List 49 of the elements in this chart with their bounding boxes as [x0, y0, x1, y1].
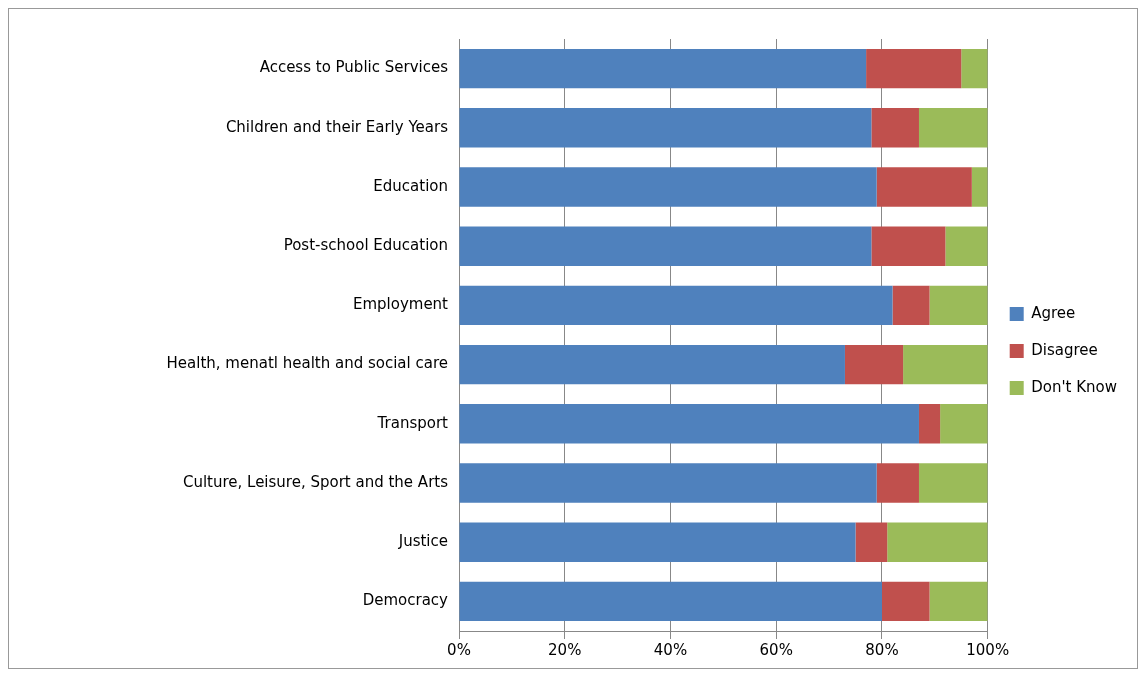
- bar: [459, 404, 919, 444]
- bar: [459, 285, 893, 326]
- y-tick-label: Justice: [397, 532, 448, 551]
- bar: [892, 285, 930, 326]
- y-tick-label: Transport: [376, 413, 449, 432]
- bar: [940, 404, 988, 444]
- bar: [459, 463, 877, 503]
- bar: [844, 344, 904, 385]
- legend-label: Disagree: [1031, 340, 1098, 359]
- bar: [866, 48, 962, 89]
- bar: [929, 285, 988, 326]
- bar: [871, 108, 919, 148]
- bar: [459, 48, 867, 89]
- bar: [903, 344, 988, 385]
- bar: [918, 404, 941, 444]
- bar: [459, 522, 856, 562]
- legend-label: Don't Know: [1031, 377, 1117, 396]
- x-tick-label: 40%: [653, 640, 688, 659]
- bar: [918, 108, 988, 148]
- bar: [459, 226, 872, 266]
- y-tick-label: Post-school Education: [283, 236, 448, 255]
- y-tick-label: Education: [373, 176, 448, 195]
- legend-label: Agree: [1031, 303, 1076, 322]
- y-tick-label: Culture, Leisure, Sport and the Arts: [182, 472, 449, 491]
- x-tick-label: 20%: [548, 640, 582, 659]
- bar: [971, 167, 988, 207]
- y-tick-label: Access to Public Services: [259, 58, 449, 77]
- bar: [871, 226, 946, 266]
- y-tick-label: Health, menatl health and social care: [166, 354, 448, 373]
- x-tick-label: 100%: [966, 640, 1010, 659]
- y-tick-label: Employment: [352, 295, 449, 314]
- bar: [459, 167, 877, 207]
- bar: [876, 167, 972, 207]
- x-tick-label: 80%: [865, 640, 899, 659]
- bar: [459, 108, 872, 148]
- bar: [881, 581, 930, 622]
- bar: [855, 522, 888, 562]
- bar: [929, 581, 988, 622]
- bar: [459, 581, 882, 622]
- x-tick-label: 60%: [759, 640, 793, 659]
- bar: [961, 48, 988, 89]
- bar: [918, 463, 988, 503]
- bar: [945, 226, 988, 266]
- y-tick-label: Democracy: [362, 591, 449, 610]
- x-tick-label: 0%: [447, 640, 471, 659]
- bar: [887, 522, 988, 562]
- bar: [876, 463, 919, 503]
- y-tick-label: Children and their Early Years: [225, 117, 449, 136]
- bar: [459, 344, 845, 385]
